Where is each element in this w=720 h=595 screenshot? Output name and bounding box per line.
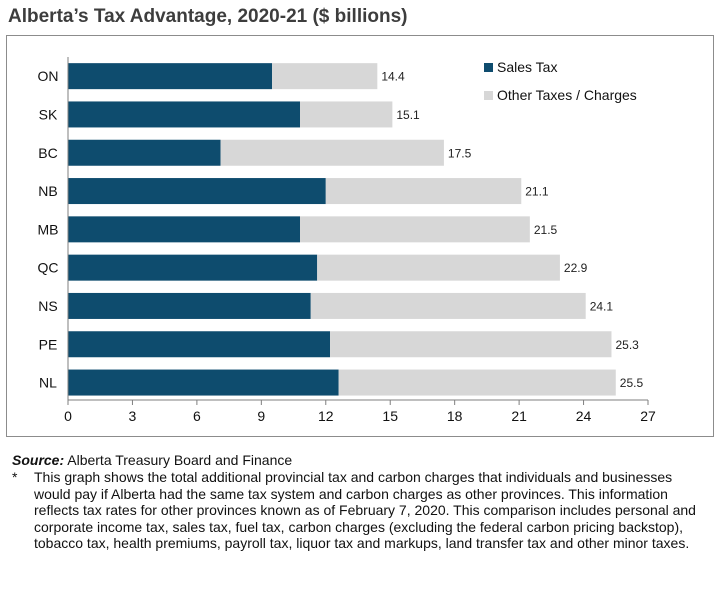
x-tick-label-6: 6 [193, 408, 201, 424]
x-axis: 0 3 6 9 12 15 18 21 24 27 [64, 57, 656, 424]
chart-frame [6, 35, 714, 437]
category-label-ns: NS [38, 298, 57, 314]
category-label-qc: QC [38, 260, 59, 276]
footnote-text: This graph shows the total additional pr… [34, 469, 696, 552]
bar-sales-tax-mb [68, 216, 300, 243]
bar-sales-tax-nb [68, 178, 326, 205]
x-tick-label-27: 27 [640, 408, 656, 424]
total-label-on: 14.4 [381, 70, 405, 84]
category-label-mb: MB [38, 221, 59, 237]
bar-other-taxes-qc [317, 254, 560, 281]
category-label-nl: NL [39, 375, 57, 391]
x-tick-label-9: 9 [257, 408, 265, 424]
total-label-ns: 24.1 [590, 299, 614, 313]
category-label-bc: BC [38, 145, 57, 161]
bar-other-taxes-pe [330, 331, 612, 358]
bar-sales-tax-on [68, 63, 273, 90]
category-label-nb: NB [38, 183, 57, 199]
chart-title: Alberta’s Tax Advantage, 2020-21 ($ bill… [8, 6, 408, 27]
category-label-on: ON [38, 68, 59, 84]
bar-sales-tax-nl [68, 369, 339, 396]
x-tick-label-12: 12 [318, 408, 334, 424]
total-label-sk: 15.1 [396, 108, 420, 122]
bar-other-taxes-on [272, 63, 378, 90]
category-labels: ON SK BC NB MB QC NS PE NL [38, 68, 59, 390]
bar-other-taxes-nb [325, 178, 522, 205]
x-tick-label-15: 15 [382, 408, 398, 424]
total-label-bc: 17.5 [448, 146, 472, 160]
bar-other-taxes-nl [338, 369, 616, 396]
bar-chart: 14.4 15.1 17.5 21.1 21.5 22.9 24.1 25.3 25.5 0 3 6… [38, 57, 656, 424]
total-label-nb: 21.1 [525, 185, 549, 199]
total-label-mb: 21.5 [534, 223, 558, 237]
bar-other-taxes-bc [220, 139, 444, 166]
bar-other-taxes-ns [310, 292, 586, 319]
bar-sales-tax-sk [68, 101, 300, 128]
legend: Sales Tax Other Taxes / Charges [484, 59, 637, 103]
x-tick-label-0: 0 [64, 408, 72, 424]
legend-label-sales-tax: Sales Tax [497, 59, 557, 75]
bar-sales-tax-qc [68, 254, 318, 281]
category-label-pe: PE [39, 336, 58, 352]
footnotes: Source: Alberta Treasury Board and Finan… [12, 452, 712, 551]
bar-sales-tax-bc [68, 139, 221, 166]
bars-layer: 14.4 15.1 17.5 21.1 21.5 22.9 24.1 25.3 25.5 [68, 63, 644, 396]
bar-sales-tax-pe [68, 331, 331, 358]
legend-swatch-other-taxes [484, 91, 493, 100]
total-label-qc: 22.9 [564, 261, 588, 275]
legend-label-other-taxes: Other Taxes / Charges [497, 87, 637, 103]
total-label-pe: 25.3 [615, 338, 639, 352]
source-line: Source: Alberta Treasury Board and Finan… [12, 452, 712, 468]
x-tick-label-21: 21 [511, 408, 527, 424]
x-tick-label-3: 3 [129, 408, 137, 424]
bar-sales-tax-ns [68, 292, 311, 319]
category-label-sk: SK [39, 106, 58, 122]
source-text: Alberta Treasury Board and Finance [64, 452, 293, 468]
footnote-marker: * [12, 469, 18, 486]
footnote: * This graph shows the total additional … [12, 469, 712, 551]
source-label: Source: [12, 452, 65, 468]
x-tick-label-18: 18 [447, 408, 463, 424]
bar-other-taxes-mb [300, 216, 530, 243]
x-tick-label-24: 24 [576, 408, 592, 424]
bar-other-taxes-sk [300, 101, 393, 128]
total-label-nl: 25.5 [620, 376, 644, 390]
legend-swatch-sales-tax [484, 63, 493, 72]
